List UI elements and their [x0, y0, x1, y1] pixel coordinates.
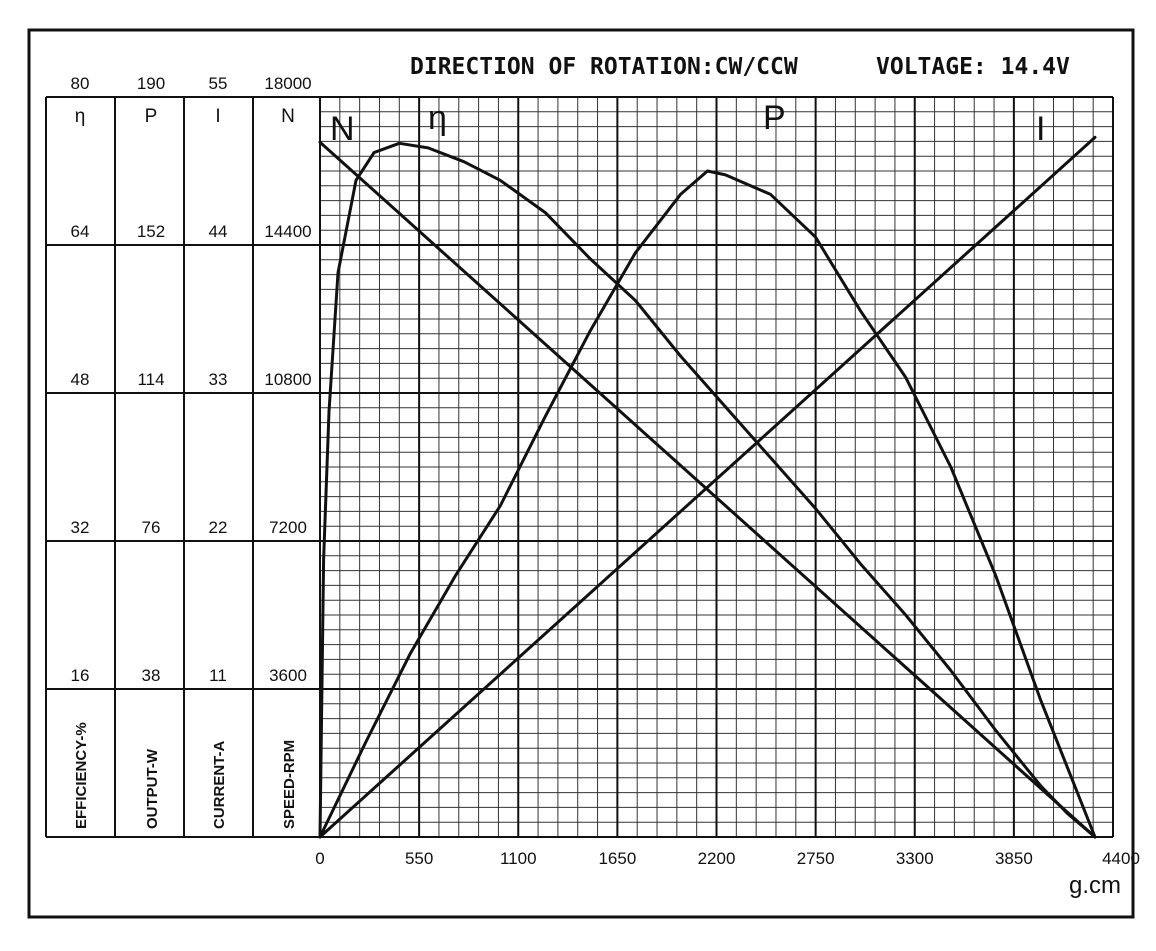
x-tick-label: 550 — [405, 849, 433, 868]
efficiency-max-label: 80 — [71, 74, 90, 93]
output-tick: 76 — [142, 518, 161, 537]
x-tick-labels: 0 550 1100 1650 2200 2750 3300 3850 4400 — [315, 849, 1140, 868]
efficiency-tick: 32 — [71, 518, 90, 537]
speed-symbol: N — [281, 106, 295, 127]
speed-unit-label: SPEED-RPM — [281, 740, 298, 829]
speed-tick: 14400 — [264, 222, 311, 241]
current-tick: 11 — [209, 666, 227, 685]
series-line-output — [318, 169, 1097, 839]
efficiency-unit-label: EFFICIENCY-% — [73, 722, 90, 829]
x-tick-label: 1100 — [500, 849, 537, 868]
output-tick: 152 — [137, 222, 165, 241]
series-line-current — [318, 135, 1097, 839]
speed-curve-label: N — [330, 110, 355, 148]
current-max-label: 55 — [209, 74, 228, 93]
major-grid — [45, 96, 1114, 838]
current-tick: 44 — [209, 222, 228, 241]
rotation-label: DIRECTION OF ROTATION:CW/CCW — [410, 54, 798, 80]
efficiency-tick: 16 — [71, 666, 90, 685]
series-line-speed — [318, 140, 1097, 839]
outer-frame — [27, 28, 1135, 919]
output-symbol: P — [145, 106, 158, 127]
x-unit-label: g.cm — [1069, 872, 1121, 899]
efficiency-curve-label: η — [428, 99, 447, 137]
x-tick-label: 1650 — [598, 849, 636, 868]
output-tick: 38 — [142, 666, 161, 685]
speed-max-label: 18000 — [264, 74, 311, 93]
current-symbol: I — [215, 106, 220, 127]
output-unit-label: OUTPUT-W — [144, 748, 161, 829]
efficiency-symbol: η — [75, 106, 86, 127]
series-line-efficiency — [318, 141, 1097, 839]
current-unit-label: CURRENT-A — [211, 741, 228, 829]
x-tick-label: 4400 — [1102, 849, 1140, 868]
current-tick: 33 — [209, 370, 228, 389]
x-tick-label: 3850 — [995, 849, 1033, 868]
current-tick: 22 — [209, 518, 228, 537]
output-curve-label: P — [763, 99, 786, 137]
speed-tick: 10800 — [264, 370, 311, 389]
x-tick-label: 2200 — [698, 849, 736, 868]
speed-tick: 7200 — [269, 518, 307, 537]
speed-tick: 3600 — [269, 666, 307, 685]
x-tick-label: 0 — [315, 849, 324, 868]
efficiency-tick: 48 — [71, 370, 90, 389]
scale-tick-labels: 64 152 44 14400 48 114 33 10800 32 76 22… — [71, 222, 312, 685]
output-tick: 114 — [137, 370, 164, 389]
performance-curves — [318, 135, 1097, 839]
output-max-label: 190 — [137, 74, 165, 93]
voltage-label: VOLTAGE: 14.4V — [876, 54, 1070, 80]
efficiency-tick: 64 — [71, 222, 90, 241]
x-tick-label: 3300 — [896, 849, 934, 868]
current-curve-label: I — [1036, 110, 1045, 148]
x-tick-label: 2750 — [797, 849, 835, 868]
